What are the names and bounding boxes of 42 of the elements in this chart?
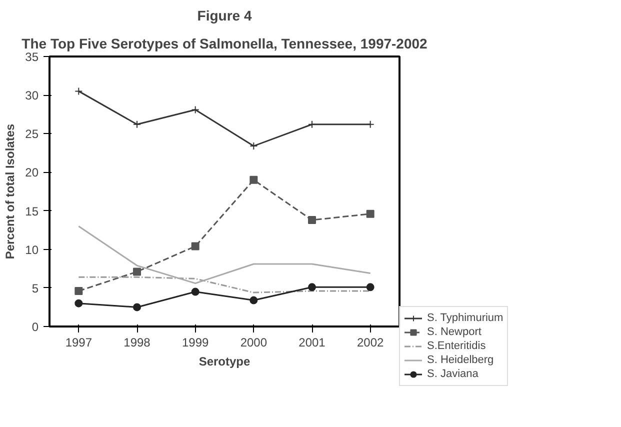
point	[191, 288, 200, 296]
y-tick-label: 35	[25, 50, 39, 64]
x-axis-title: Serotype	[198, 354, 250, 368]
point	[366, 283, 374, 292]
point	[133, 120, 141, 128]
legend-label: S. Newport	[427, 325, 482, 339]
x-tick-label: 1998	[124, 336, 151, 350]
legend-label: S.Enteritidis	[427, 339, 486, 353]
point	[250, 296, 258, 304]
x-tick-label: 2002	[356, 336, 384, 350]
y-tick-label: 0	[32, 320, 39, 334]
point	[250, 176, 258, 184]
point	[74, 87, 83, 96]
chart-subtitle: The Top Five Serotypes of Salmonella, Tennessee, 1997-2002	[22, 36, 428, 52]
legend-label: S. Heidelberg	[427, 353, 494, 367]
legend-label: S. Javiana	[427, 367, 478, 381]
point	[133, 268, 141, 276]
point	[366, 210, 374, 218]
point	[74, 287, 83, 296]
point	[308, 216, 316, 224]
point	[366, 120, 374, 128]
x-tick-label: 2001	[298, 336, 326, 350]
point	[191, 242, 200, 250]
x-tick-label: 1999	[182, 336, 210, 350]
x-tick-label: 2000	[240, 336, 268, 350]
line-series	[78, 225, 372, 284]
y-tick-label: 25	[25, 127, 39, 142]
legend-label: S. Typhimurium	[427, 311, 504, 325]
chart-title: Figure 4	[197, 8, 252, 24]
y-axis-title: Percent of total Isolates	[3, 123, 18, 260]
point	[74, 299, 83, 308]
y-tick-label: 10	[25, 242, 39, 257]
y-tick-label: 15	[25, 204, 39, 218]
y-tick-label: 5	[32, 281, 39, 296]
point	[250, 142, 258, 150]
x-tick-label: 1997	[65, 336, 92, 350]
y-tick-label: 30	[25, 88, 39, 103]
point	[308, 120, 316, 128]
y-tick-label: 20	[25, 166, 39, 180]
point	[191, 106, 200, 114]
point	[133, 303, 141, 312]
point	[308, 283, 316, 292]
